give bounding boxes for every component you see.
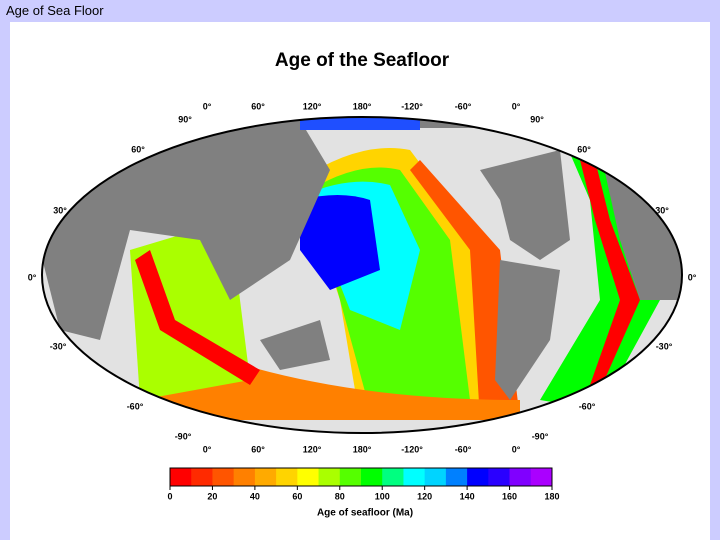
colorbar-swatch [488, 468, 511, 486]
colorbar-frame [169, 467, 553, 487]
colorbar-swatch [382, 468, 404, 486]
longitude-label: 180° [353, 101, 372, 111]
latitude-label: 60° [577, 144, 591, 154]
latitude-label: 0° [688, 272, 697, 282]
colorbar-swatch [297, 468, 320, 486]
colorbar-tick-label: 120 [417, 491, 432, 501]
latitude-label: 0° [28, 272, 37, 282]
colorbar-tick-label: 80 [335, 491, 345, 501]
colorbar-swatch [424, 468, 447, 486]
colorbar-tick-label: 140 [460, 491, 475, 501]
latitude-label: 60° [131, 144, 145, 154]
colorbar-tick-label: 60 [292, 491, 302, 501]
longitude-label: 0° [203, 444, 212, 454]
longitude-label: 0° [512, 101, 521, 111]
latitude-label: -90° [175, 431, 192, 441]
latitude-label: -60° [127, 401, 144, 411]
colorbar-label: Age of seafloor (Ma) [317, 508, 413, 519]
colorbar-tick-label: 40 [250, 491, 260, 501]
longitude-label: 60° [251, 101, 265, 111]
latitude-label: -30° [656, 341, 673, 351]
longitude-label: 180° [353, 444, 372, 454]
longitude-label: -120° [401, 101, 423, 111]
colorbar-tick-label: 180 [544, 491, 559, 501]
colorbar-swatch [276, 468, 298, 486]
colorbar-swatch [254, 468, 277, 486]
latitude-label: 30° [53, 205, 67, 215]
colorbar-swatch [170, 468, 192, 486]
colorbar-swatch [445, 468, 468, 486]
colorbar-swatch [318, 468, 341, 486]
colorbar-swatch [467, 468, 489, 486]
colorbar-tick-label: 160 [502, 491, 517, 501]
colorbar-tick-label: 20 [207, 491, 217, 501]
map-outline [41, 116, 683, 434]
longitude-label: -120° [401, 444, 423, 454]
latitude-label: -30° [50, 341, 67, 351]
longitude-label: -60° [455, 444, 472, 454]
latitude-label: 30° [655, 205, 669, 215]
colorbar-swatch [361, 468, 383, 486]
colorbar-tick-label: 100 [375, 491, 390, 501]
latitude-label: -60° [579, 401, 596, 411]
colorbar-swatch [212, 468, 235, 486]
longitude-label: -60° [455, 101, 472, 111]
colorbar-swatch [339, 468, 362, 486]
longitude-label: 120° [303, 444, 322, 454]
colorbar-swatch [509, 468, 532, 486]
map [42, 117, 682, 433]
longitude-label: 0° [512, 444, 521, 454]
latitude-label: 90° [178, 114, 192, 124]
header-title: Age of Sea Floor [6, 3, 104, 18]
longitude-label: 0° [203, 101, 212, 111]
header-bar: Age of Sea Floor [0, 0, 720, 22]
latitude-label: 90° [530, 114, 544, 124]
colorbar-swatch [191, 468, 213, 486]
colorbar-tick-label: 0 [167, 491, 172, 501]
longitude-label: 120° [303, 101, 322, 111]
longitude-label: 60° [251, 444, 265, 454]
latitude-label: -90° [532, 431, 549, 441]
colorbar-swatch [403, 468, 426, 486]
colorbar-swatch [233, 468, 256, 486]
colorbar-swatch [530, 468, 553, 486]
figure-title: Age of the Seafloor [275, 50, 450, 71]
